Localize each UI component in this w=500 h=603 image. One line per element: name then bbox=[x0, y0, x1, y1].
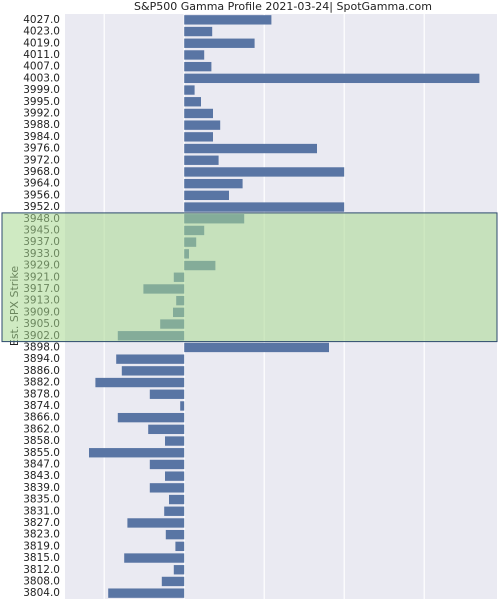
y-tick-label: 3898.0 bbox=[23, 341, 60, 353]
y-tick-label: 4019.0 bbox=[23, 37, 60, 49]
bar bbox=[108, 588, 185, 598]
bar bbox=[127, 518, 185, 528]
bar bbox=[149, 483, 185, 493]
bar bbox=[165, 471, 185, 481]
bar bbox=[161, 576, 185, 587]
y-tick-label: 3882.0 bbox=[23, 377, 60, 389]
y-tick-label: 4023.0 bbox=[23, 26, 60, 38]
y-tick-label: 3964.0 bbox=[23, 178, 60, 190]
bar bbox=[116, 354, 185, 364]
y-tick-label: 3808.0 bbox=[23, 575, 60, 587]
bar bbox=[165, 436, 185, 446]
y-tick-label: 3831.0 bbox=[23, 505, 60, 517]
y-tick-label: 3976.0 bbox=[23, 143, 60, 155]
bar bbox=[184, 202, 345, 212]
bar bbox=[184, 15, 272, 25]
y-tick-label: 4027.0 bbox=[23, 14, 60, 26]
bar bbox=[121, 366, 185, 376]
bar bbox=[184, 120, 221, 130]
bar bbox=[184, 167, 345, 177]
bar bbox=[89, 448, 185, 458]
bar bbox=[165, 529, 185, 540]
y-tick-label: 3952.0 bbox=[23, 201, 60, 213]
bar bbox=[148, 424, 185, 435]
y-tick-label: 3812.0 bbox=[23, 564, 60, 576]
bar bbox=[184, 132, 213, 142]
y-tick-label: 3878.0 bbox=[23, 388, 60, 400]
y-tick-label: 3972.0 bbox=[23, 154, 60, 166]
y-tick-label: 3819.0 bbox=[23, 540, 60, 552]
y-tick-label: 3815.0 bbox=[23, 552, 60, 564]
bar bbox=[175, 541, 185, 552]
bar bbox=[184, 50, 205, 60]
y-tick-label: 3866.0 bbox=[23, 412, 60, 424]
bar bbox=[95, 377, 185, 388]
y-tick-label: 3862.0 bbox=[23, 423, 60, 435]
y-tick-label: 3999.0 bbox=[23, 84, 60, 96]
y-tick-label: 3839.0 bbox=[23, 482, 60, 494]
bar bbox=[184, 155, 219, 165]
bar bbox=[184, 26, 213, 37]
y-tick-label: 3823.0 bbox=[23, 529, 60, 541]
bar bbox=[169, 494, 185, 505]
bar bbox=[184, 38, 255, 48]
bar bbox=[149, 459, 185, 470]
bar bbox=[149, 389, 185, 399]
y-tick-label: 3858.0 bbox=[23, 435, 60, 447]
highlight-zone bbox=[1, 212, 498, 343]
y-tick-label: 3804.0 bbox=[23, 587, 60, 599]
y-tick-label: 3835.0 bbox=[23, 494, 60, 506]
y-tick-label: 3995.0 bbox=[23, 96, 60, 108]
bar bbox=[184, 143, 317, 154]
y-tick-label: 4003.0 bbox=[23, 72, 60, 84]
y-tick-label: 4007.0 bbox=[23, 61, 60, 73]
y-tick-label: 3894.0 bbox=[23, 353, 60, 365]
bar bbox=[173, 565, 185, 575]
bar bbox=[184, 61, 212, 72]
y-tick-label: 3847.0 bbox=[23, 458, 60, 470]
y-tick-label: 3984.0 bbox=[23, 131, 60, 143]
y-tick-label: 3988.0 bbox=[23, 119, 60, 131]
y-tick-label: 3968.0 bbox=[23, 166, 60, 178]
chart-title: S&P500 Gamma Profile 2021-03-24| SpotGam… bbox=[134, 0, 432, 13]
y-tick-label: 3843.0 bbox=[23, 470, 60, 482]
bar bbox=[164, 506, 185, 516]
bar bbox=[184, 97, 201, 107]
y-tick-label: 3992.0 bbox=[23, 107, 60, 119]
bar bbox=[184, 178, 243, 189]
bar bbox=[180, 401, 185, 411]
bar bbox=[117, 412, 185, 423]
bar bbox=[124, 553, 185, 563]
bar bbox=[184, 73, 480, 84]
bar bbox=[184, 342, 329, 353]
y-tick-label: 4011.0 bbox=[23, 49, 60, 61]
y-tick-label: 3855.0 bbox=[23, 447, 60, 459]
y-tick-label: 3827.0 bbox=[23, 517, 60, 529]
y-tick-label: 3956.0 bbox=[23, 189, 60, 201]
bar bbox=[184, 190, 229, 201]
bar bbox=[184, 85, 195, 95]
y-tick-label: 3886.0 bbox=[23, 365, 60, 377]
y-tick-label: 3874.0 bbox=[23, 400, 60, 412]
bar bbox=[184, 108, 213, 119]
